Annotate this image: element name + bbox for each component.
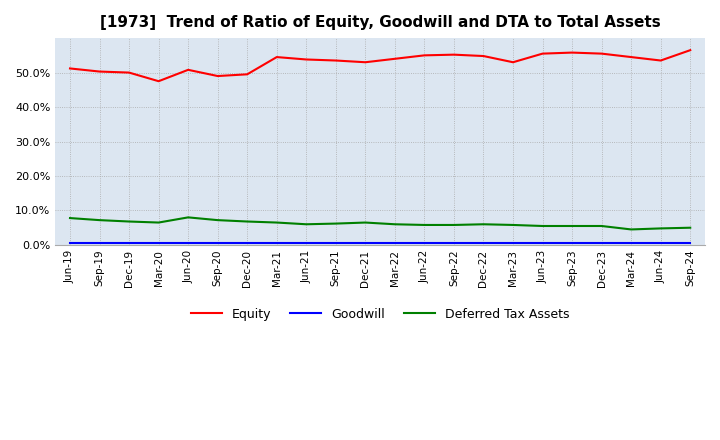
Deferred Tax Assets: [302, 222, 310, 227]
Deferred Tax Assets: [213, 217, 222, 223]
Equity: [184, 67, 192, 73]
Equity: [95, 69, 104, 74]
Equity: [243, 72, 251, 77]
Equity: [125, 70, 133, 75]
Goodwill: [154, 241, 163, 246]
Deferred Tax Assets: [184, 215, 192, 220]
Line: Deferred Tax Assets: Deferred Tax Assets: [70, 217, 690, 229]
Deferred Tax Assets: [420, 222, 428, 227]
Deferred Tax Assets: [331, 221, 340, 226]
Deferred Tax Assets: [361, 220, 369, 225]
Equity: [686, 48, 695, 53]
Equity: [539, 51, 547, 56]
Equity: [420, 53, 428, 58]
Equity: [213, 73, 222, 79]
Goodwill: [686, 241, 695, 246]
Goodwill: [480, 241, 488, 246]
Equity: [331, 58, 340, 63]
Equity: [361, 59, 369, 65]
Goodwill: [302, 241, 310, 246]
Goodwill: [125, 241, 133, 246]
Equity: [627, 55, 636, 60]
Equity: [509, 59, 518, 65]
Goodwill: [272, 241, 281, 246]
Deferred Tax Assets: [66, 216, 74, 221]
Deferred Tax Assets: [95, 217, 104, 223]
Legend: Equity, Goodwill, Deferred Tax Assets: Equity, Goodwill, Deferred Tax Assets: [186, 303, 575, 326]
Goodwill: [539, 241, 547, 246]
Deferred Tax Assets: [686, 225, 695, 231]
Deferred Tax Assets: [480, 222, 488, 227]
Goodwill: [390, 241, 399, 246]
Goodwill: [184, 241, 192, 246]
Deferred Tax Assets: [390, 222, 399, 227]
Deferred Tax Assets: [539, 224, 547, 229]
Equity: [154, 79, 163, 84]
Deferred Tax Assets: [243, 219, 251, 224]
Equity: [480, 53, 488, 59]
Equity: [449, 52, 458, 57]
Equity: [657, 58, 665, 63]
Goodwill: [449, 241, 458, 246]
Deferred Tax Assets: [657, 226, 665, 231]
Goodwill: [213, 241, 222, 246]
Goodwill: [657, 241, 665, 246]
Equity: [568, 50, 577, 55]
Goodwill: [361, 241, 369, 246]
Deferred Tax Assets: [125, 219, 133, 224]
Goodwill: [243, 241, 251, 246]
Goodwill: [627, 241, 636, 246]
Equity: [390, 56, 399, 62]
Goodwill: [420, 241, 428, 246]
Deferred Tax Assets: [449, 222, 458, 227]
Deferred Tax Assets: [154, 220, 163, 225]
Equity: [272, 55, 281, 60]
Goodwill: [66, 241, 74, 246]
Deferred Tax Assets: [627, 227, 636, 232]
Goodwill: [598, 241, 606, 246]
Deferred Tax Assets: [272, 220, 281, 225]
Equity: [66, 66, 74, 71]
Equity: [598, 51, 606, 56]
Deferred Tax Assets: [568, 224, 577, 229]
Goodwill: [568, 241, 577, 246]
Goodwill: [331, 241, 340, 246]
Deferred Tax Assets: [509, 222, 518, 227]
Goodwill: [95, 241, 104, 246]
Line: Equity: Equity: [70, 50, 690, 81]
Deferred Tax Assets: [598, 224, 606, 229]
Title: [1973]  Trend of Ratio of Equity, Goodwill and DTA to Total Assets: [1973] Trend of Ratio of Equity, Goodwil…: [100, 15, 660, 30]
Equity: [302, 57, 310, 62]
Goodwill: [509, 241, 518, 246]
